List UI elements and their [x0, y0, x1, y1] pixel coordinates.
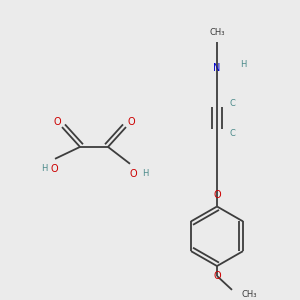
Text: C: C	[229, 128, 235, 137]
Text: H: H	[40, 164, 47, 173]
Text: O: O	[127, 117, 135, 127]
Text: O: O	[130, 169, 138, 179]
Text: O: O	[213, 190, 221, 200]
Text: C: C	[229, 99, 235, 108]
Text: O: O	[213, 271, 221, 281]
Text: H: H	[240, 60, 246, 69]
Text: CH₃: CH₃	[209, 28, 225, 37]
Text: CH₃: CH₃	[242, 290, 257, 299]
Text: O: O	[53, 117, 61, 127]
Text: N: N	[213, 62, 221, 73]
Text: O: O	[50, 164, 58, 174]
Text: H: H	[142, 169, 148, 178]
